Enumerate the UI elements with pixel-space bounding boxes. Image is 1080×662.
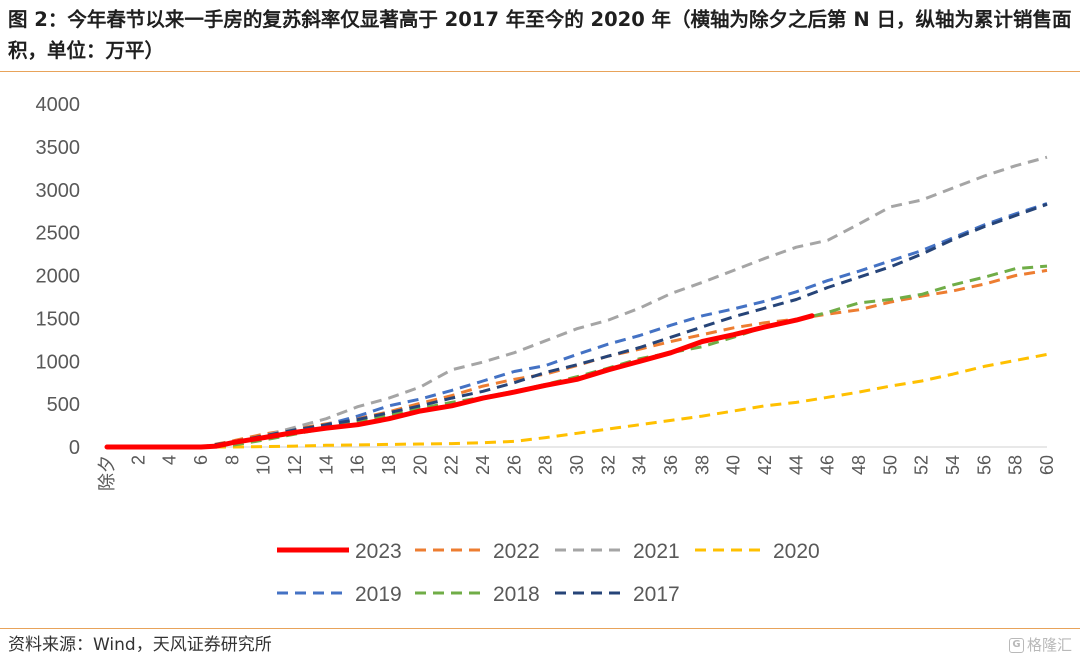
chart-title: 图 2：今年春节以来一手房的复苏斜率仅显著高于 2017 年至今的 2020 年… xyxy=(8,8,1072,62)
x-tick-label-22: 22 xyxy=(442,455,462,475)
x-tick-label-60: 60 xyxy=(1037,455,1057,475)
x-tick-label-16: 16 xyxy=(348,455,368,475)
plot-area xyxy=(104,155,1048,450)
series-line-2017 xyxy=(107,202,1048,449)
y-tick-label-3500: 3500 xyxy=(36,137,81,159)
watermark: G 格隆汇 xyxy=(1008,634,1072,656)
x-tick-label-40: 40 xyxy=(724,455,744,475)
watermark-logo-icon: G xyxy=(1008,637,1024,653)
x-tick-label-48: 48 xyxy=(849,455,869,475)
x-tick-label-2: 2 xyxy=(128,455,148,465)
watermark-text: 格隆汇 xyxy=(1026,636,1072,654)
legend-label-2022: 2022 xyxy=(493,540,540,563)
series-line-2019 xyxy=(107,202,1048,449)
x-axis: 除夕 2 4 6 8 10 12 14 16 18 20 22 24 26 28 30 32 34 36 38 40 42… xyxy=(97,446,1057,491)
x-tick-label-26: 26 xyxy=(504,455,524,475)
legend: 2023 2022 2021 2020 2019 2018 2017 xyxy=(277,540,820,606)
y-tick-label-0: 0 xyxy=(69,437,80,459)
x-tick-label-eve: 除夕 xyxy=(97,455,117,491)
series-line-2022 xyxy=(107,268,1048,449)
series-line-2020 xyxy=(107,352,1048,449)
x-tick-label-46: 46 xyxy=(818,455,838,475)
x-tick-label-6: 6 xyxy=(191,455,211,465)
x-tick-label-52: 52 xyxy=(912,455,932,475)
legend-label-2018: 2018 xyxy=(493,583,540,606)
y-axis: 0 500 1000 1500 2000 2500 3000 3500 4000 xyxy=(36,94,81,459)
series-line-2023 xyxy=(104,313,815,450)
x-tick-label-4: 4 xyxy=(160,455,180,465)
source-note: 资料来源：Wind，天风证券研究所 xyxy=(8,635,272,655)
x-tick-label-8: 8 xyxy=(222,455,242,465)
legend-label-2020: 2020 xyxy=(773,540,820,563)
x-tick-label-38: 38 xyxy=(692,455,712,475)
x-tick-label-14: 14 xyxy=(316,455,336,475)
x-tick-label-42: 42 xyxy=(755,455,775,475)
x-tick-label-28: 28 xyxy=(536,455,556,475)
y-tick-label-500: 500 xyxy=(47,394,80,416)
legend-label-2019: 2019 xyxy=(355,583,402,606)
y-tick-label-2500: 2500 xyxy=(36,223,81,245)
x-tick-label-20: 20 xyxy=(410,455,430,475)
series-line-2018 xyxy=(107,264,1048,449)
y-tick-label-1000: 1000 xyxy=(36,351,81,373)
y-tick-label-2000: 2000 xyxy=(36,266,81,288)
x-tick-label-34: 34 xyxy=(630,455,650,475)
y-tick-label-3000: 3000 xyxy=(36,180,81,202)
x-tick-label-36: 36 xyxy=(661,455,681,475)
x-tick-label-50: 50 xyxy=(880,455,900,475)
series-line-2021 xyxy=(107,155,1048,449)
x-tick-label-32: 32 xyxy=(598,455,618,475)
x-tick-label-58: 58 xyxy=(1006,455,1026,475)
x-tick-label-56: 56 xyxy=(974,455,994,475)
x-tick-label-54: 54 xyxy=(943,455,963,475)
x-tick-label-44: 44 xyxy=(786,455,806,475)
legend-label-2023: 2023 xyxy=(355,540,402,563)
bottom-divider xyxy=(0,628,1080,629)
x-tick-label-12: 12 xyxy=(285,455,305,475)
x-tick-label-24: 24 xyxy=(473,455,493,475)
x-tick-label-18: 18 xyxy=(379,455,399,475)
x-tick-label-30: 30 xyxy=(567,455,587,475)
x-tick-label-10: 10 xyxy=(254,455,274,475)
top-divider xyxy=(0,71,1080,72)
legend-label-2017: 2017 xyxy=(633,583,680,606)
legend-label-2021: 2021 xyxy=(633,540,680,563)
y-tick-label-1500: 1500 xyxy=(36,308,81,330)
y-tick-label-4000: 4000 xyxy=(36,94,81,116)
